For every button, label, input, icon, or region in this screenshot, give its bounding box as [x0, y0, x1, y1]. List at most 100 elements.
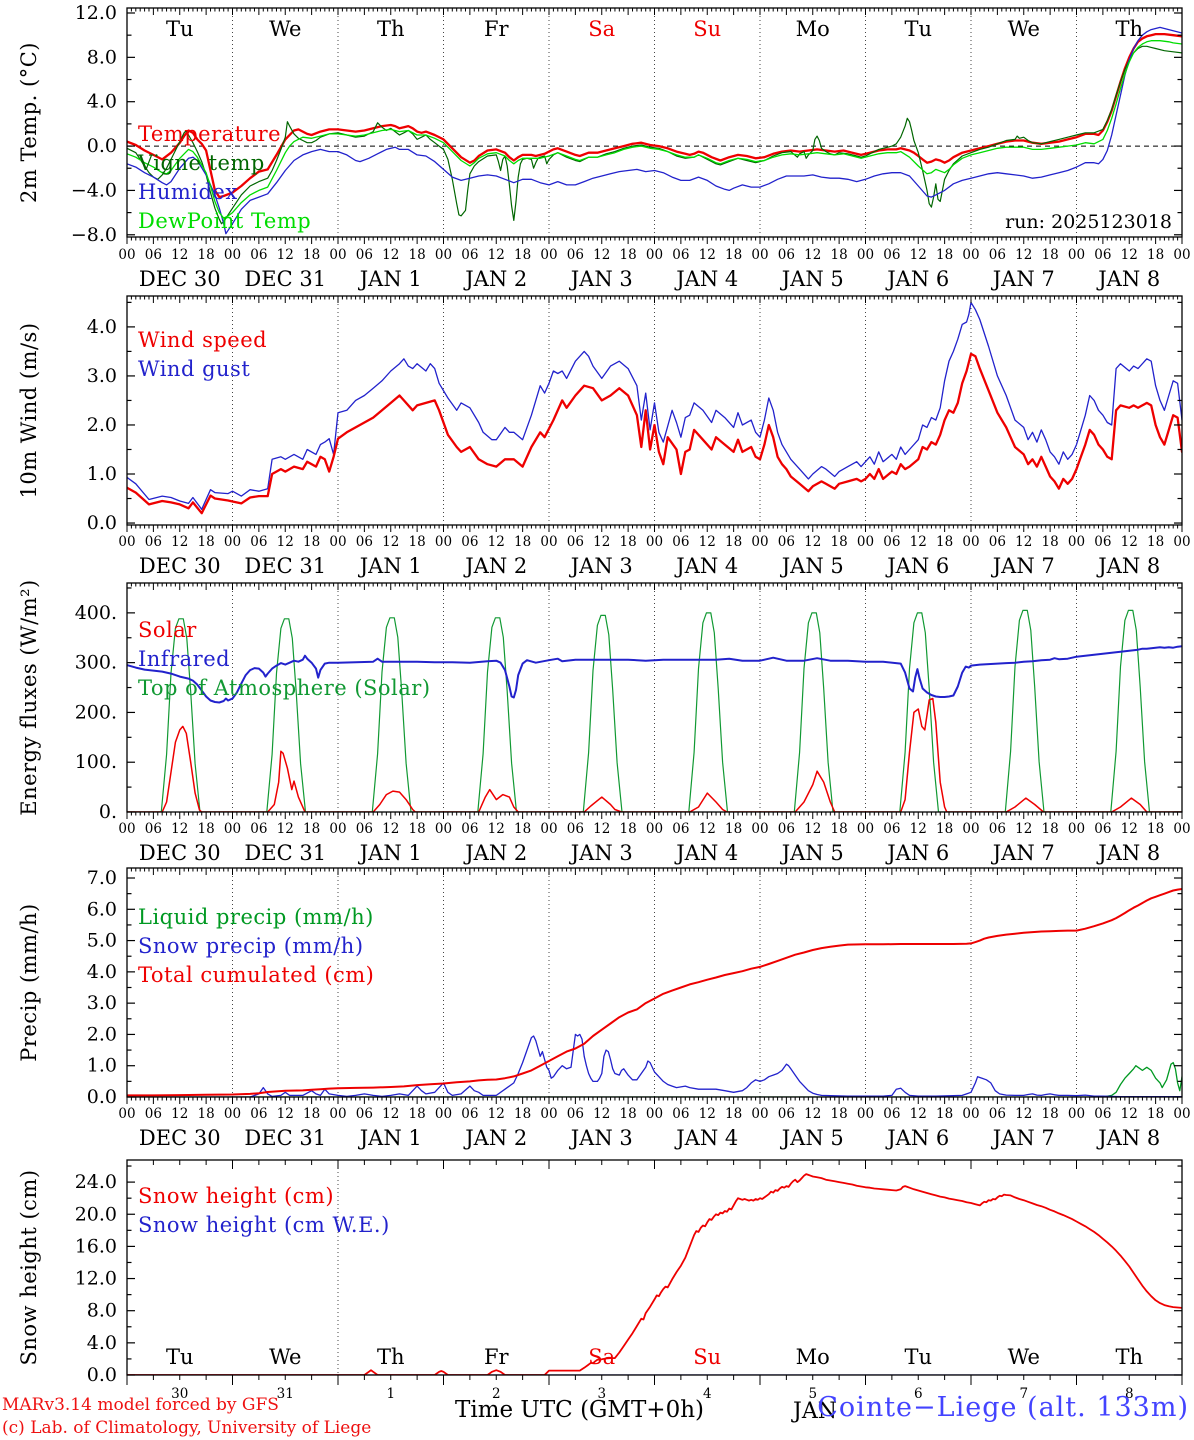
hour-tick-label: 12: [382, 821, 399, 837]
hour-tick-label: 12: [1121, 1106, 1138, 1122]
hour-tick-label: 18: [725, 534, 742, 550]
hour-tick-label: 06: [672, 1106, 689, 1122]
hour-tick-label: 06: [356, 821, 373, 837]
hour-tick-label: 00: [857, 821, 874, 837]
wind-panel: 0.0 1.0 2.0 3.0 4.0 10m Wind (m/s) Wind speed W…: [17, 295, 1191, 578]
date-label: JAN 5: [780, 841, 844, 865]
date-label: JAN 5: [780, 267, 844, 291]
hour-tick-label: 12: [488, 1106, 505, 1122]
hour-tick-label: 18: [514, 821, 531, 837]
hour-tick-label: 12: [1121, 821, 1138, 837]
hour-tick-label: 06: [989, 821, 1006, 837]
hour-tick-label: 18: [409, 821, 426, 837]
hour-tick-label: 06: [883, 247, 900, 263]
y-tick-label: 1.0: [87, 463, 117, 485]
hour-tick-label: 06: [250, 534, 267, 550]
hour-tick-label: 18: [409, 534, 426, 550]
hour-tick-label: 12: [910, 534, 927, 550]
hour-tick-label: 18: [303, 821, 320, 837]
hour-tick-label: 06: [145, 534, 162, 550]
hour-tick-label: 18: [620, 247, 637, 263]
hour-tick-label: 12: [593, 821, 610, 837]
y-tick-label: 8.0: [87, 1300, 117, 1322]
hour-tick-label: 00: [118, 1106, 135, 1122]
energy-flux-legend-1: Infrared: [138, 647, 230, 671]
day-name-label: We: [1008, 17, 1040, 41]
month-label: JAN: [793, 1399, 837, 1424]
hour-tick-label: 06: [883, 1106, 900, 1122]
hour-tick-label: 18: [1042, 534, 1059, 550]
day-number-label: 5: [808, 1386, 817, 1402]
wind-legend-0: Wind speed: [138, 328, 267, 352]
day-number-label: 8: [1125, 1386, 1134, 1402]
hour-tick-label: 06: [356, 247, 373, 263]
hour-tick-label: 18: [1042, 1106, 1059, 1122]
y-tick-label: 300.: [75, 652, 117, 674]
liquid-precip-line: [127, 1061, 1182, 1097]
hour-tick-label: 18: [409, 1106, 426, 1122]
y-tick-label: 1.0: [87, 1055, 117, 1077]
date-label: JAN 8: [1096, 841, 1160, 865]
date-label: JAN 5: [780, 1126, 844, 1150]
hour-tick-label: 18: [725, 821, 742, 837]
hour-tick-label: 00: [1068, 247, 1085, 263]
hour-tick-label: 18: [831, 534, 848, 550]
infrared-line: [127, 645, 1182, 704]
hour-tick-label: 06: [461, 247, 478, 263]
day-number-label: 3: [597, 1386, 606, 1402]
day-name-label: Th: [1115, 17, 1143, 41]
y-tick-label: 16.0: [75, 1235, 117, 1257]
dewpoint-temp-line: [127, 40, 1182, 219]
hour-tick-label: 06: [145, 247, 162, 263]
energy-flux-panel: 0. 100. 200. 300. 400. Energy fluxes (W/m²) So…: [17, 579, 1191, 865]
date-label: DEC 30: [139, 841, 221, 865]
hour-tick-label: 12: [488, 534, 505, 550]
hour-tick-label: 18: [514, 1106, 531, 1122]
y-tick-label: 12.0: [75, 1268, 117, 1290]
date-label: JAN 6: [885, 267, 949, 291]
hour-tick-label: 12: [593, 534, 610, 550]
hour-tick-label: 18: [514, 534, 531, 550]
hour-tick-label: 06: [989, 534, 1006, 550]
hour-tick-label: 18: [936, 247, 953, 263]
temperature-legend-1: Vigne temp: [137, 151, 265, 175]
hour-tick-label: 00: [646, 1106, 663, 1122]
y-tick-label: 4.0: [87, 961, 117, 983]
hour-tick-label: 06: [145, 821, 162, 837]
hour-tick-label: 12: [910, 247, 927, 263]
hour-tick-label: 06: [778, 1106, 795, 1122]
day-name-label: Fr: [484, 17, 510, 41]
hour-tick-label: 18: [936, 821, 953, 837]
hour-tick-label: 06: [883, 534, 900, 550]
hour-tick-label: 12: [699, 534, 716, 550]
day-number-label: 4: [703, 1386, 712, 1402]
hour-tick-label: 06: [1094, 1106, 1111, 1122]
day-name-label: Mo: [796, 17, 830, 41]
hour-tick-label: 00: [1173, 821, 1190, 837]
hour-tick-label: 12: [699, 1106, 716, 1122]
date-label: JAN 3: [569, 841, 633, 865]
hour-tick-label: 12: [171, 1106, 188, 1122]
hour-tick-label: 12: [699, 247, 716, 263]
hour-tick-label: 18: [620, 821, 637, 837]
y-tick-label: 200.: [75, 701, 117, 723]
hour-tick-label: 00: [329, 821, 346, 837]
date-label: JAN 2: [463, 841, 527, 865]
date-label: JAN 7: [991, 554, 1055, 578]
hour-tick-label: 18: [1042, 247, 1059, 263]
energy-flux-legend-0: Solar: [138, 618, 197, 642]
hour-tick-label: 00: [1068, 821, 1085, 837]
hour-tick-label: 00: [751, 534, 768, 550]
snow-height-axis-title: Snow height (cm): [17, 1169, 41, 1365]
hour-tick-label: 00: [435, 821, 452, 837]
hour-tick-label: 12: [1015, 247, 1032, 263]
date-label: DEC 31: [244, 267, 326, 291]
hour-tick-label: 00: [224, 534, 241, 550]
hour-tick-label: 12: [1015, 821, 1032, 837]
hour-tick-label: 18: [198, 821, 215, 837]
hour-tick-label: 12: [277, 247, 294, 263]
day-name-label: Th: [377, 17, 405, 41]
wind-axis-title: 10m Wind (m/s): [17, 322, 41, 498]
temperature-legend-2: Humidex: [138, 180, 238, 204]
date-label: JAN 1: [358, 841, 422, 865]
